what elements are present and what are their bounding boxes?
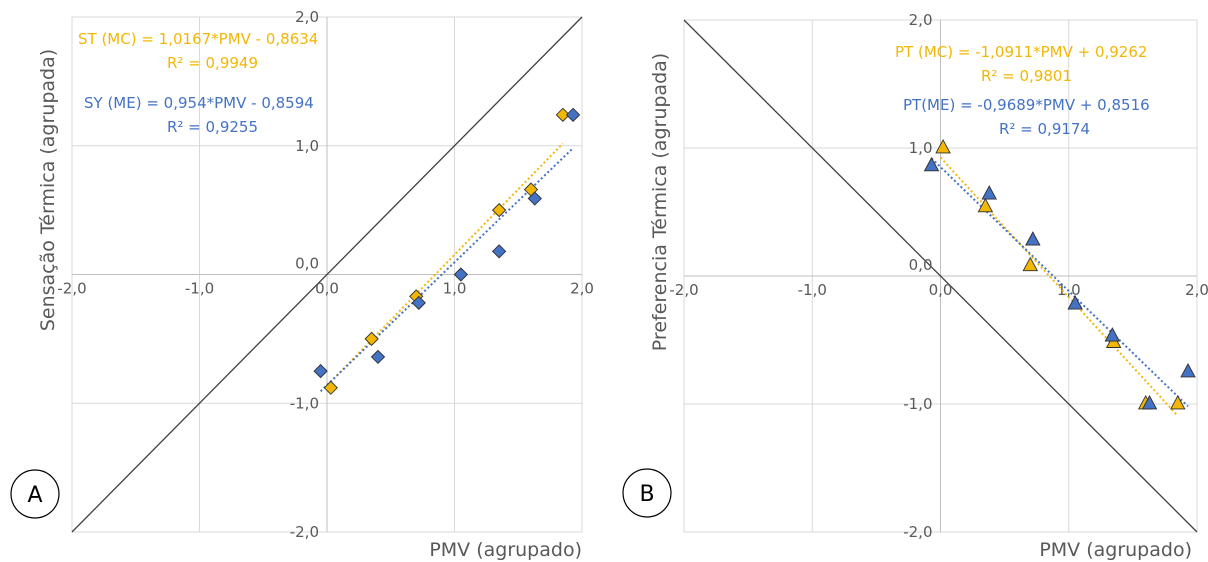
data-point-me: [370, 349, 386, 365]
y-tick-label: 0,0: [909, 256, 933, 274]
trendline-equation-mc: PT (MC) = -1,0911*PMV + 0,9262: [895, 43, 1147, 61]
y-tick-label: -2,0: [903, 523, 932, 541]
data-point-me: [981, 185, 997, 200]
trendline-equation-me: PT(ME) = -0,9689*PMV + 0,8516: [903, 96, 1150, 114]
x-tick-label: -2,0: [669, 281, 698, 299]
y-tick-label: 0,0: [295, 255, 319, 273]
data-point-mc: [555, 107, 571, 122]
y-tick-label: -1,0: [903, 395, 932, 413]
x-tick-label: 2,0: [570, 280, 594, 298]
chart-panel-b: -2,0-1,00,01,02,0-2,0-1,00,01,02,0PT (MC…: [622, 11, 1208, 561]
trendline-r2-mc: R² = 0,9949: [167, 54, 258, 72]
chart-panel-a: -2,0 -1,0 0,0 1,0 2,0 -2,0 -1,0 0,0 1,0 2,0 ST (MC…: [10, 8, 594, 561]
data-point-mc: [1170, 394, 1186, 410]
data-point-me: [1067, 295, 1083, 310]
data-point-me: [313, 363, 328, 379]
reference-line: [683, 19, 1198, 533]
y-tick-label: 2,0: [295, 8, 319, 26]
x-axis-title: PMV (agrupado): [1039, 539, 1192, 561]
trendline-me: [930, 157, 1189, 408]
data-point-me: [491, 244, 507, 259]
x-tick-label: 0,0: [315, 280, 339, 298]
panel-badge-label: A: [27, 483, 42, 508]
y-tick-label: 1,0: [295, 137, 319, 155]
y-tick-label: -2,0: [290, 523, 319, 541]
data-point-mc: [364, 331, 379, 347]
data-point-me: [1180, 362, 1196, 378]
trendline-r2-mc: R² = 0,9801: [981, 67, 1072, 85]
data-point-me: [527, 191, 542, 206]
data-point-mc: [977, 197, 994, 213]
data-point-me: [1141, 394, 1158, 410]
panel-badge-circle: [622, 468, 672, 518]
x-tick-label: -1,0: [185, 280, 214, 298]
y-axis-title: Preferencia Térmica (agrupada): [649, 53, 671, 351]
trendline-r2-me: R² = 0,9255: [167, 118, 258, 136]
trendline-mc: [939, 156, 1179, 417]
x-tick-label: 2,0: [1185, 281, 1208, 299]
trendline-equation-mc: ST (MC) = 1,0167*PMV - 0,8634: [78, 30, 318, 48]
data-point-me: [923, 156, 940, 172]
x-tick-label: -1,0: [798, 281, 827, 299]
trendline-mc: [326, 142, 564, 387]
x-tick-label: 0,0: [929, 281, 953, 299]
trendline-equation-me: SY (ME) = 0,954*PMV - 0,8594: [84, 94, 314, 112]
data-point-mc: [1022, 256, 1039, 272]
x-tick-label: 1,0: [443, 280, 467, 298]
reference-line: [71, 16, 583, 533]
trendline-me: [319, 147, 574, 393]
data-point-mc: [491, 202, 507, 218]
data-point-me: [453, 267, 469, 282]
y-tick-label: 1,0: [909, 139, 933, 157]
y-axis-title: Sensação Térmica (agrupada): [37, 49, 59, 331]
panel-badge-circle: [10, 469, 60, 519]
panel-badge-label: B: [639, 482, 654, 507]
data-point-mc: [935, 138, 951, 154]
x-tick-label: -2,0: [57, 280, 86, 298]
trendline-r2-me: R² = 0,9174: [999, 120, 1090, 138]
y-tick-label: -1,0: [290, 394, 319, 412]
data-point-me: [1104, 327, 1121, 342]
data-point-me: [565, 107, 581, 122]
x-axis-title: PMV (agrupado): [429, 539, 582, 561]
y-tick-label: 2,0: [909, 11, 933, 29]
data-point-me: [1025, 231, 1041, 246]
data-point-mc: [323, 380, 338, 395]
data-point-me: [411, 295, 426, 310]
